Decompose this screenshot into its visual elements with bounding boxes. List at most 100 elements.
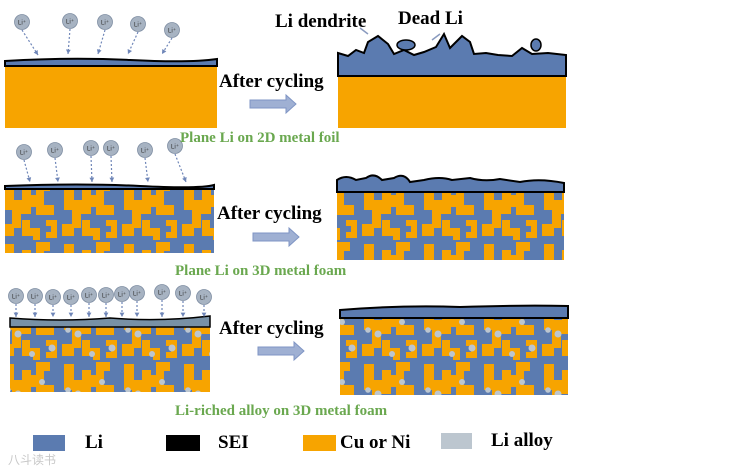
- ion-arrowhead: [109, 177, 115, 182]
- cu-foil-slab: [5, 66, 217, 128]
- ion-arrowhead: [182, 177, 187, 182]
- ion-arrowhead: [32, 312, 38, 317]
- li-ion-icon: [62, 13, 78, 29]
- li-ion-label: Li⁺: [107, 146, 115, 153]
- li-ion-icon: [137, 142, 153, 158]
- li-ion-icon: [16, 144, 32, 160]
- ion-arrowhead: [65, 49, 71, 54]
- li-ion-icon: [83, 140, 99, 156]
- row-1-after: [337, 27, 567, 128]
- legend-li-label: Li: [85, 432, 103, 453]
- li-ion-label: Li⁺: [20, 150, 28, 157]
- li-ion-icon: [8, 288, 24, 304]
- ion-arrowhead: [89, 177, 95, 182]
- li-dendrite-layer: [337, 31, 567, 77]
- right-arrow-icon: [249, 93, 297, 115]
- row-3-caption: Li-riched alloy on 3D metal foam: [175, 403, 388, 419]
- metal-foam-block: [5, 189, 214, 253]
- cu-foil-slab-after: [338, 76, 566, 128]
- li-ion-label: Li⁺: [118, 292, 126, 299]
- right-arrow-icon: [252, 226, 300, 248]
- ion-arrowhead: [86, 312, 92, 317]
- metal-foam-block-after: [337, 188, 564, 260]
- alloy-foam-block: [10, 323, 210, 392]
- legend-cu-ni-label: Cu or Ni: [340, 432, 411, 453]
- legend-sei-swatch: [166, 435, 200, 451]
- li-ion-label: Li⁺: [51, 148, 59, 155]
- ion-arrowhead: [55, 177, 60, 182]
- ion-arrowhead: [145, 177, 150, 182]
- row-2-caption: Plane Li on 3D metal foam: [175, 263, 347, 279]
- row-2-after: [336, 174, 565, 260]
- li-layer: [4, 183, 215, 190]
- li-ion-label: Li⁺: [200, 295, 208, 302]
- li-ion-icon: [196, 289, 212, 305]
- row-2-before: [4, 183, 215, 253]
- li-ion-label: Li⁺: [12, 294, 20, 301]
- li-ion-label: Li⁺: [31, 294, 39, 301]
- li-ion-icon: [97, 14, 113, 30]
- legend-alloy-swatch: [441, 433, 472, 449]
- li-ion-label: Li⁺: [101, 20, 109, 27]
- ion-arrowhead: [180, 312, 186, 317]
- dead-li-particle: [530, 38, 542, 52]
- li-ion-label: Li⁺: [66, 19, 74, 26]
- li-ion-label: Li⁺: [141, 148, 149, 155]
- ion-group-row-2: Li⁺ Li⁺ Li⁺ Li⁺ Li⁺ Li⁺: [16, 138, 187, 183]
- ion-path: [21, 29, 39, 56]
- ion-arrowhead: [13, 312, 19, 317]
- ion-arrowhead: [68, 312, 74, 317]
- li-ion-icon: [129, 285, 145, 301]
- ion-arrowhead: [159, 312, 165, 317]
- watermark-logo: 八斗读书: [8, 453, 57, 467]
- li-ion-icon: [130, 16, 146, 32]
- ion-arrowhead: [96, 49, 102, 54]
- li-ion-icon: [164, 22, 180, 38]
- ion-group-row-1: Li⁺ Li⁺ Li⁺ Li⁺ Li⁺: [14, 13, 180, 56]
- after-cycling-label-2: After cycling: [217, 203, 322, 224]
- li-ion-label: Li⁺: [87, 146, 95, 153]
- after-cycling-label-3: After cycling: [219, 318, 324, 339]
- ion-arrowhead: [127, 49, 132, 54]
- li-ion-icon: [27, 288, 43, 304]
- li-ion-label: Li⁺: [158, 290, 166, 297]
- li-ion-icon: [45, 289, 61, 305]
- legend-li-swatch: [33, 435, 65, 451]
- li-ion-icon: [154, 284, 170, 300]
- ion-arrowhead: [33, 50, 38, 55]
- dead-li-pointer: [431, 33, 441, 41]
- ion-arrowhead: [50, 312, 56, 317]
- legend-cu-ni-swatch: [303, 435, 336, 451]
- li-ion-label: Li⁺: [171, 144, 179, 151]
- row-3-before: [9, 315, 211, 392]
- li-ion-label: Li⁺: [134, 22, 142, 29]
- li-uneven-layer: [336, 174, 565, 193]
- right-arrow-icon: [257, 340, 305, 362]
- dead-li-particle: [396, 39, 416, 51]
- li-ion-icon: [81, 287, 97, 303]
- ion-path: [161, 37, 173, 55]
- after-cycling-label-1: After cycling: [219, 71, 324, 92]
- li-ion-label: Li⁺: [133, 291, 141, 298]
- transition-arrows: [249, 93, 305, 362]
- dead-li-annotation: Dead Li: [398, 8, 463, 29]
- legend-alloy-label: Li alloy: [491, 430, 553, 451]
- li-ion-icon: [175, 285, 191, 301]
- legend-sei-label: SEI: [218, 432, 249, 453]
- ion-group-row-3: Li⁺ Li⁺ Li⁺ Li⁺ Li⁺ Li⁺ Li⁺ Li⁺ Li⁺ Li⁺ Li⁺: [8, 284, 212, 317]
- li-ion-icon: [167, 138, 183, 154]
- li-ion-label: Li⁺: [67, 295, 75, 302]
- ion-arrowhead: [119, 312, 125, 317]
- li-ion-label: Li⁺: [168, 28, 176, 35]
- li-ion-icon: [14, 14, 30, 30]
- li-smooth-layer: [339, 304, 569, 319]
- ion-arrowhead: [103, 312, 109, 317]
- li-ion-label: Li⁺: [102, 293, 110, 300]
- li-ion-label: Li⁺: [179, 291, 187, 298]
- ion-arrowhead: [162, 49, 167, 54]
- dendrite-annotation: Li dendrite: [275, 11, 367, 32]
- li-ion-label: Li⁺: [49, 295, 57, 302]
- li-ion-icon: [47, 142, 63, 158]
- row-1-caption: Plane Li on 2D metal foil: [180, 130, 340, 146]
- ion-arrowhead: [201, 312, 207, 317]
